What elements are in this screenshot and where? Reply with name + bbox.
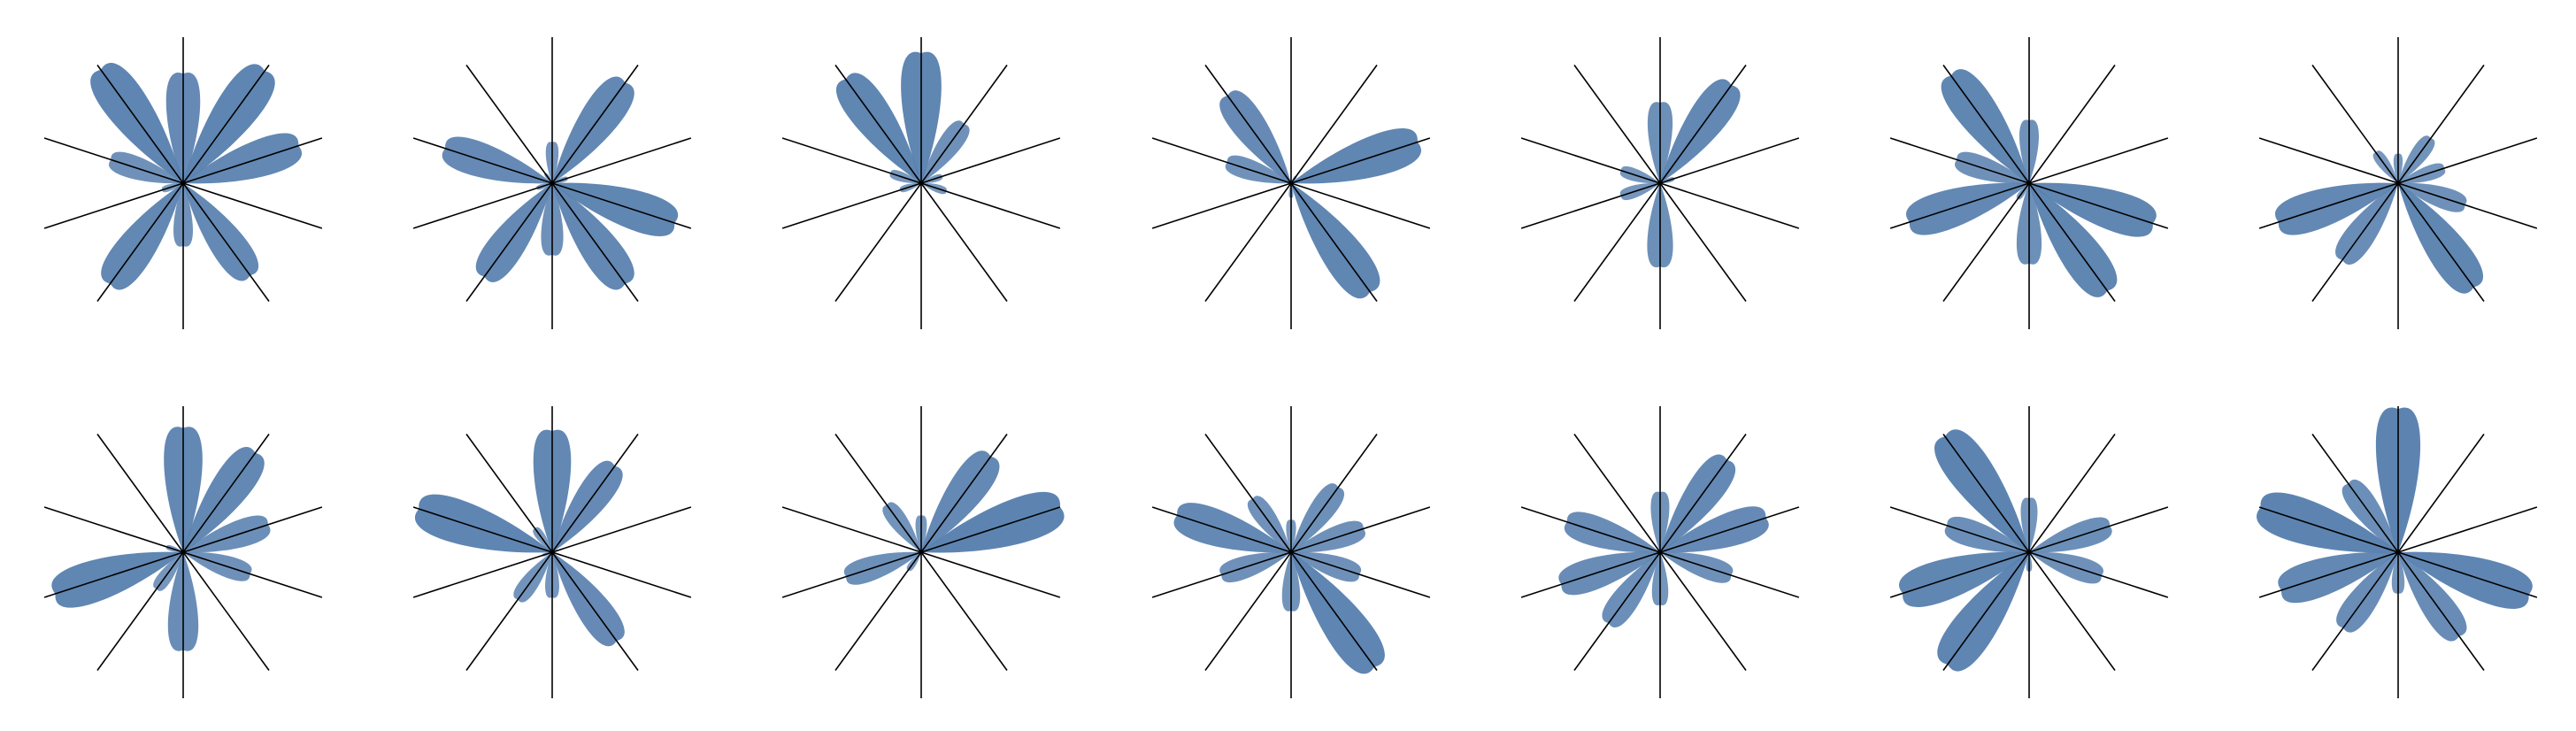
axis-line	[44, 507, 183, 552]
axis-line	[1660, 552, 1799, 597]
petal-chart-panel	[1521, 37, 1799, 329]
axis-line	[782, 183, 921, 228]
axis-line	[97, 183, 183, 302]
axis-line	[1205, 183, 1291, 302]
axis-line	[1574, 183, 1660, 302]
petal-chart-panel	[413, 406, 691, 698]
petal-chart-panel	[782, 37, 1060, 329]
axis-line	[835, 435, 921, 553]
petal-chart-panel	[1890, 406, 2168, 698]
axis-line	[921, 552, 1060, 597]
axis-line	[782, 552, 921, 597]
petal-chart-panel	[1152, 37, 1430, 329]
axis-line	[2029, 507, 2168, 552]
axis-line	[552, 65, 638, 184]
axis-line	[552, 552, 638, 671]
axis-line	[921, 183, 1060, 228]
axis-line	[835, 183, 921, 302]
axis-line	[183, 552, 322, 597]
axis-line	[921, 183, 1007, 302]
petal-chart-panel	[44, 406, 322, 698]
axis-line	[466, 183, 552, 302]
axis-line	[1574, 65, 1660, 184]
axis-line	[466, 552, 552, 671]
axis-line	[1152, 552, 1291, 597]
axis-line	[1660, 183, 1746, 302]
petal-chart-panel	[1890, 37, 2168, 329]
axis-line	[2312, 65, 2398, 184]
axis-line	[2398, 507, 2537, 552]
axis-line	[2029, 552, 2168, 597]
petal-chart-panel	[782, 406, 1064, 698]
axis-line	[1660, 65, 1746, 184]
axis-line	[921, 552, 1007, 671]
petal-chart-panel	[44, 37, 322, 329]
axis-line	[2029, 138, 2168, 183]
petal-chart-panel	[2257, 406, 2537, 698]
axis-line	[1660, 183, 1799, 228]
axis-line	[183, 183, 269, 302]
petal-chart-panel	[2259, 37, 2537, 329]
axis-line	[1152, 183, 1291, 228]
axis-line	[1521, 138, 1660, 183]
axis-line	[1291, 183, 1377, 302]
petal-chart-panel	[413, 37, 691, 329]
petal-chart-panel	[1521, 406, 1799, 698]
petal-chart-panel	[1152, 406, 1430, 698]
axis-line	[1521, 183, 1660, 228]
axis-line	[2029, 65, 2115, 184]
